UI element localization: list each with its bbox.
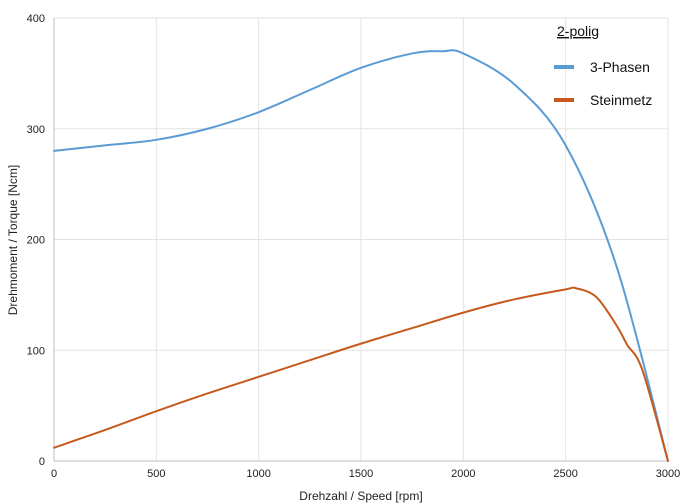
x-tick-label: 0 (51, 468, 57, 480)
axes (53, 18, 668, 462)
y-tick-label: 100 (27, 345, 45, 357)
y-tick-labels: 0 100 200 300 400 (27, 13, 45, 468)
y-axis-label: Drehmoment / Torque [Ncm] (6, 165, 20, 316)
y-tick-label: 300 (27, 124, 45, 136)
x-tick-label: 1000 (246, 468, 270, 480)
x-tick-label: 2000 (451, 468, 475, 480)
x-axis-label: Drehzahl / Speed [rpm] (299, 489, 422, 503)
x-tick-labels: 0 500 1000 1500 2000 2500 3000 (51, 468, 680, 480)
x-tick-label: 1500 (349, 468, 373, 480)
series-line-steinmetz (53, 286, 669, 462)
legend: 2-polig 3-Phasen Steinmetz (554, 23, 652, 108)
series-lines (53, 49, 669, 462)
y-tick-label: 400 (27, 13, 45, 25)
legend-label-3-phasen: 3-Phasen (590, 59, 650, 75)
y-tick-label: 200 (27, 235, 45, 247)
series-line-3-phasen (53, 49, 669, 462)
x-tick-label: 2500 (553, 468, 577, 480)
legend-title: 2-polig (557, 23, 599, 39)
legend-label-steinmetz: Steinmetz (590, 92, 652, 108)
y-tick-label: 0 (39, 456, 45, 468)
gridlines (53, 17, 669, 462)
x-tick-label: 500 (147, 468, 165, 480)
x-tick-label: 3000 (656, 468, 680, 480)
